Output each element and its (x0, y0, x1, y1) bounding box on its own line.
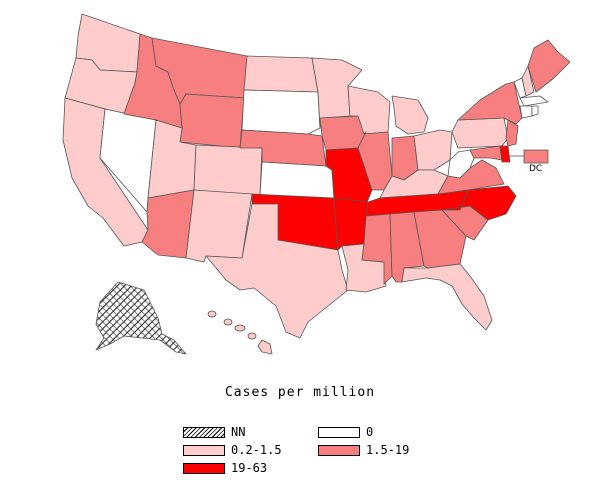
dc-label: DC (529, 164, 543, 174)
state-florida (401, 263, 493, 331)
state-wyoming (179, 93, 245, 149)
state-new-york (457, 81, 523, 125)
state-alaska (95, 281, 187, 355)
state-arkansas (333, 197, 369, 251)
state-illinois (357, 131, 393, 191)
state-hawaii (207, 310, 273, 355)
legend-label-low: 0.2-1.5 (231, 443, 282, 457)
state-maryland (469, 145, 503, 161)
legend-label-mid: 1.5-19 (366, 443, 410, 457)
state-maine (527, 39, 571, 93)
state-texas (205, 203, 349, 339)
legend-title: Cases per million (224, 385, 376, 400)
legend-swatch-high (183, 463, 225, 474)
state-new-mexico (185, 189, 253, 263)
state-kansas (259, 161, 335, 199)
legend-label-high: 19-63 (231, 461, 268, 475)
state-iowa (319, 115, 367, 151)
state-ohio (413, 129, 453, 171)
state-new-hampshire (521, 65, 535, 97)
legend-swatch-mid (318, 445, 360, 456)
legend-swatch-zero (318, 427, 360, 438)
state-massachusetts (519, 95, 549, 107)
state-south-dakota (241, 89, 321, 135)
legend-label-nn: NN (231, 425, 246, 439)
state-michigan (391, 95, 429, 135)
state-rhode-island (531, 105, 539, 117)
us-map (62, 13, 571, 355)
legend-swatch-nn (183, 427, 225, 438)
state-delaware (499, 145, 511, 163)
state-new-jersey (505, 119, 519, 147)
state-connecticut (519, 105, 533, 119)
state-north-carolina (441, 185, 517, 221)
state-north-dakota (243, 55, 319, 93)
state-colorado (193, 144, 263, 197)
dc-inset-box (523, 149, 549, 164)
legend-label-zero: 0 (366, 425, 374, 439)
state-arizona (141, 189, 195, 259)
state-pennsylvania (451, 117, 509, 149)
legend-swatch-low (183, 445, 225, 456)
